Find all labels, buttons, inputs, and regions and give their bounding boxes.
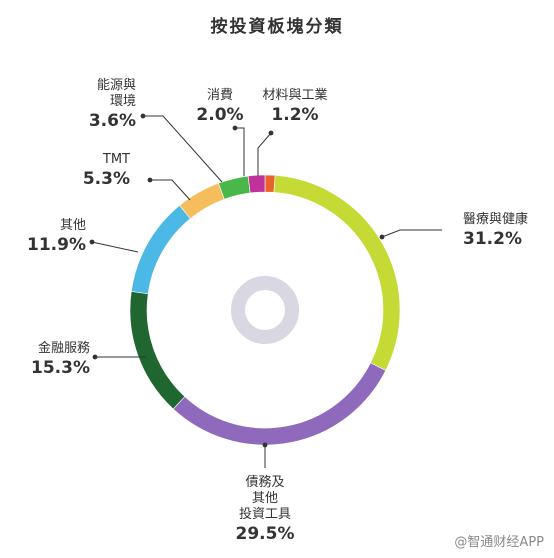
label-energy-line1: 能源與 xyxy=(96,78,136,93)
label-energy-line2: 環境 xyxy=(109,94,136,109)
label-tmt-value: 5.3% xyxy=(82,169,130,189)
slice-other xyxy=(130,205,191,295)
label-debt-value: 29.5% xyxy=(235,524,295,544)
chart-title: 按投資板塊分類 xyxy=(210,17,344,37)
label-health-name: 醫療與健康 xyxy=(463,212,529,227)
leader-dot-debt xyxy=(262,442,268,448)
leader-dot-finance xyxy=(92,354,98,360)
label-materials-value: 1.2% xyxy=(271,105,319,125)
slice-health xyxy=(273,175,401,371)
leader-dot-health xyxy=(379,234,385,240)
center-ring xyxy=(231,276,299,344)
label-health-value: 31.2% xyxy=(463,229,522,249)
label-tmt: TMT 5.3% xyxy=(50,152,130,188)
leader-line-energy xyxy=(143,115,223,183)
label-consumer-name: 消費 xyxy=(206,88,233,103)
slice-energy xyxy=(218,175,251,200)
label-consumer-value: 2.0% xyxy=(196,105,244,125)
label-consumer: 消費 2.0% xyxy=(190,88,250,124)
label-debt-line3: 投資工具 xyxy=(238,507,291,522)
label-finance: 金融服務 15.3% xyxy=(10,341,90,377)
label-other: 其他 11.9% xyxy=(10,218,86,254)
label-other-name: 其他 xyxy=(59,218,86,233)
label-finance-name: 金融服務 xyxy=(37,341,90,356)
leader-line-other xyxy=(91,241,139,253)
label-energy: 能源與 環境 3.6% xyxy=(60,78,136,130)
leader-dot-consumer xyxy=(232,125,238,131)
leader-dot-other xyxy=(89,239,95,245)
leader-line-materials xyxy=(257,132,272,176)
label-tmt-name: TMT xyxy=(102,152,130,167)
label-materials-name: 材料與工業 xyxy=(262,88,328,103)
label-materials: 材料與工業 1.2% xyxy=(252,88,338,124)
slice-debt xyxy=(172,362,387,446)
label-debt-line1: 債務及 xyxy=(245,475,285,490)
slice-consumer xyxy=(247,174,266,194)
slice-tmt xyxy=(179,182,225,220)
slice-materials xyxy=(264,174,276,193)
label-debt: 債務及 其他 投資工具 29.5% xyxy=(230,475,300,543)
watermark: @智通财经APP xyxy=(454,535,544,550)
leader-dot-tmt xyxy=(147,177,153,183)
label-finance-value: 15.3% xyxy=(31,358,90,378)
label-energy-value: 3.6% xyxy=(88,111,136,131)
label-other-value: 11.9% xyxy=(27,235,86,255)
leader-line-tmt xyxy=(150,179,191,201)
leader-dot-energy xyxy=(140,113,146,119)
label-health: 醫療與健康 31.2% xyxy=(463,212,528,248)
leader-line-health xyxy=(381,229,442,238)
leader-dot-materials xyxy=(268,130,274,136)
slice-finance xyxy=(129,291,186,410)
leader-line-consumer xyxy=(235,127,245,176)
label-debt-line2: 其他 xyxy=(251,491,278,506)
